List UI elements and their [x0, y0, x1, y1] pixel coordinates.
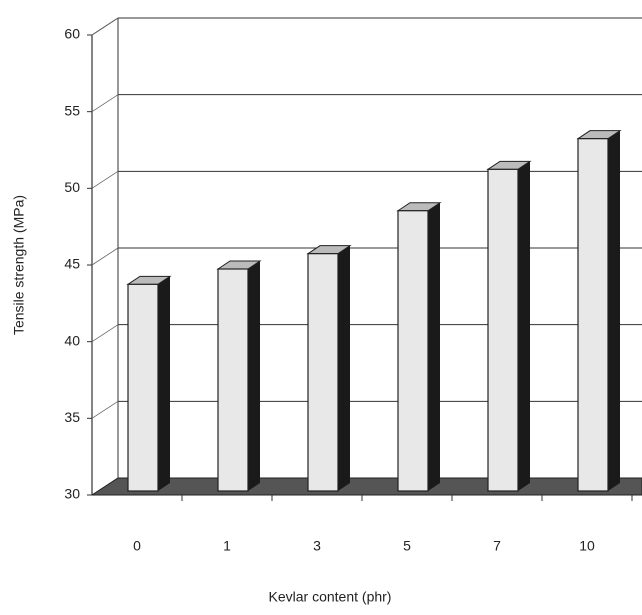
x-tick-label: 10	[579, 538, 595, 554]
grid-depth	[91, 400, 119, 419]
grid-depth	[91, 94, 119, 113]
bar	[307, 253, 339, 492]
bar	[577, 138, 609, 492]
y-tick-label: 40	[64, 332, 80, 348]
bar-side	[608, 130, 620, 491]
grid-depth	[91, 170, 119, 189]
bar-side	[248, 261, 260, 491]
bar	[397, 210, 429, 492]
x-tick-label: 1	[223, 538, 231, 554]
grid-depth	[91, 17, 119, 36]
bar	[217, 268, 249, 492]
bar-side	[158, 276, 170, 491]
x-tick-label: 7	[493, 538, 501, 554]
y-tick-label: 35	[64, 409, 80, 425]
y-tick-label: 55	[64, 102, 80, 118]
grid-depth	[91, 324, 119, 343]
x-tick-label: 3	[313, 538, 321, 554]
bar	[487, 168, 519, 492]
bar-side	[428, 202, 440, 491]
y-tick-label: 30	[64, 486, 80, 502]
bar-side	[338, 245, 350, 491]
x-tick-label: 0	[133, 538, 141, 554]
y-tick-label: 60	[64, 26, 80, 42]
bar	[127, 283, 159, 492]
x-tick-label: 5	[403, 538, 411, 554]
y-axis-label: Tensile strength (MPa)	[11, 195, 27, 335]
grid-depth	[91, 247, 119, 266]
bar-side	[518, 161, 530, 492]
x-axis-label: Kevlar content (phr)	[269, 589, 392, 605]
floor	[90, 477, 642, 496]
y-tick-label: 45	[64, 256, 80, 272]
y-tick-label: 50	[64, 179, 80, 195]
